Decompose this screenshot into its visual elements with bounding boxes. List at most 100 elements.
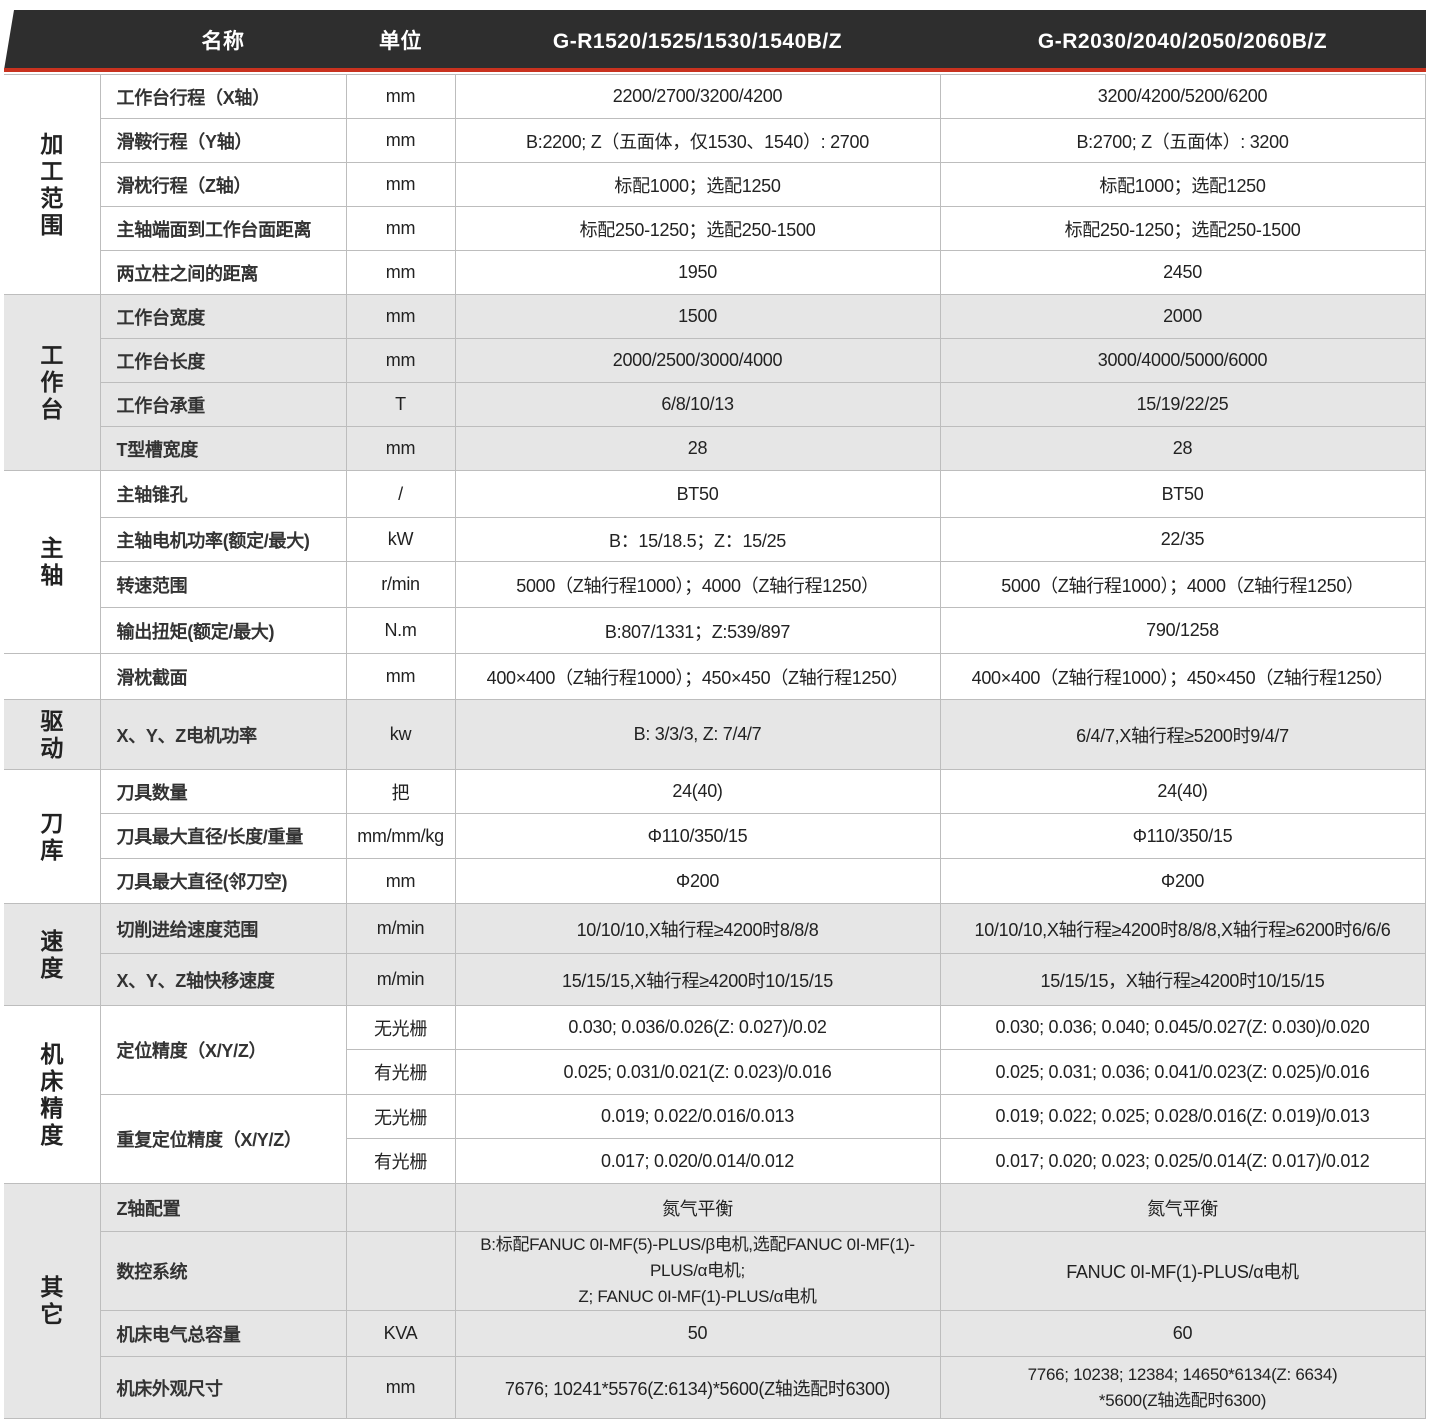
value-model-1: 15/15/15,X轴行程≥4200时10/15/15	[454, 953, 941, 1006]
spec-unit: KVA	[345, 1310, 456, 1357]
header-model-2: G-R2030/2040/2050/2060B/Z	[1037, 30, 1328, 53]
spec-unit	[345, 1231, 456, 1311]
value-model-1: BT50	[454, 470, 941, 518]
group-cell: 主轴	[4, 470, 101, 654]
group-cell: 驱动	[4, 699, 101, 770]
header-model-1: G-R1520/1525/1530/1540B/Z	[552, 30, 843, 53]
spec-unit: m/min	[345, 903, 456, 954]
value-model-2: 60	[939, 1310, 1426, 1357]
table-row: T型槽宽度 mm 28 28	[4, 426, 1426, 471]
spec-unit: 有光栅	[345, 1049, 456, 1095]
table-row: 主轴 主轴锥孔 / BT50 BT50	[4, 470, 1426, 654]
value-model-2: 2450	[939, 250, 1426, 295]
value-model-2: 790/1258	[939, 607, 1426, 654]
group-cell	[4, 653, 101, 700]
value-model-1: B:807/1331；Z:539/897	[454, 607, 941, 654]
header-unit: 单位	[379, 30, 422, 53]
spec-name: 转速范围	[99, 561, 347, 608]
value-model-2: BT50	[939, 470, 1426, 518]
value-model-1: B:2200; Z（五面体，仅1530、1540）: 2700	[454, 118, 941, 163]
table-row: 驱动 X、Y、Z电机功率 kw B: 3/3/3, Z: 7/4/7 6/4/7,X轴行…	[4, 699, 1426, 770]
value-model-1: 标配250-1250；选配250-1500	[454, 206, 941, 251]
table-row: 机床电气总容量 KVA 50 60	[4, 1310, 1426, 1357]
spec-name: 刀具数量	[99, 769, 347, 814]
spec-unit: r/min	[345, 561, 456, 608]
spec-name: 工作台宽度	[99, 294, 347, 339]
spec-unit: mm	[345, 653, 456, 700]
spec-unit: mm	[345, 74, 456, 119]
value-model-2: 7766; 10238; 12384; 14650*6134(Z: 6634) *…	[939, 1356, 1426, 1419]
spec-name: 滑枕行程（Z轴）	[99, 162, 347, 207]
spec-unit: mm	[345, 858, 456, 904]
value-model-2: B:2700; Z（五面体）: 3200	[939, 118, 1426, 163]
value-model-1: B: 3/3/3, Z: 7/4/7	[454, 699, 941, 770]
table-row: 有光栅 0.017; 0.020/0.014/0.012 0.017; 0.020;…	[4, 1138, 1426, 1184]
spec-name: T型槽宽度	[99, 426, 347, 471]
spec-unit: mm	[345, 294, 456, 339]
value-model-2: 5000（Z轴行程1000）；4000（Z轴行程1250）	[939, 561, 1426, 608]
table-row: 主轴电机功率(额定/最大) kW B：15/18.5；Z：15/25 22/35	[4, 517, 1426, 562]
value-model-2: 标配250-1250；选配250-1500	[939, 206, 1426, 251]
spec-unit: mm	[345, 206, 456, 251]
spec-table: 加工范围 工作台行程（X轴） mm 2200/2700/3200/4200 3200/4…	[4, 74, 1426, 1419]
value-model-2: 15/19/22/25	[939, 382, 1426, 427]
group-label: 加工范围	[40, 130, 64, 238]
spec-unit: T	[345, 382, 456, 427]
value-model-1: 0.017; 0.020/0.014/0.012	[454, 1138, 941, 1184]
table-row: 机床精度 定位精度（X/Y/Z） 无光栅 0.030; 0.036/0.026(Z: …	[4, 1005, 1426, 1184]
group-cell: 其它	[4, 1183, 101, 1419]
value-model-1: 10/10/10,X轴行程≥4200时8/8/8	[454, 903, 941, 954]
value-model-2: 0.030; 0.036; 0.040; 0.045/0.027(Z: 0.03…	[939, 1005, 1426, 1050]
value-model-1: 5000（Z轴行程1000）；4000（Z轴行程1250）	[454, 561, 941, 608]
value-model-1: 0.030; 0.036/0.026(Z: 0.027)/0.02	[454, 1005, 941, 1050]
group-label: 刀库	[40, 809, 64, 863]
spec-unit: 无光栅	[345, 1005, 456, 1050]
value-model-1: 氮气平衡	[454, 1183, 941, 1232]
value-model-1: 50	[454, 1310, 941, 1357]
value-model-1: B:标配FANUC 0I-MF(5)-PLUS/β电机,选配FANUC 0I-M…	[454, 1231, 941, 1311]
value-model-1: 1950	[454, 250, 941, 295]
value-model-1: 400×400（Z轴行程1000）；450×450（Z轴行程1250）	[454, 653, 941, 700]
table-row: 刀具最大直径/长度/重量 mm/mm/kg Φ110/350/15 Φ110/350/…	[4, 813, 1426, 859]
spec-unit: kW	[345, 517, 456, 562]
spec-unit	[345, 1183, 456, 1232]
value-model-1: 6/8/10/13	[454, 382, 941, 427]
group-cell: 刀库	[4, 769, 101, 904]
group-cell: 加工范围	[4, 74, 101, 295]
group-cell: 机床精度	[4, 1005, 101, 1184]
group-label: 主轴	[40, 535, 64, 588]
group-label: 工作台	[40, 342, 64, 422]
table-row: 主轴端面到工作台面距离 mm 标配250-1250；选配250-1500 标配250-…	[4, 206, 1426, 251]
value-model-2: 400×400（Z轴行程1000）；450×450（Z轴行程1250）	[939, 653, 1426, 700]
value-model-2: 标配1000；选配1250	[939, 162, 1426, 207]
spec-name: 定位精度（X/Y/Z）	[99, 1005, 347, 1095]
value-model-1: 0.025; 0.031/0.021(Z: 0.023)/0.016	[454, 1049, 941, 1095]
value-model-2: 氮气平衡	[939, 1183, 1426, 1232]
spec-name: 数控系统	[99, 1231, 347, 1311]
value-model-2: Φ110/350/15	[939, 813, 1426, 859]
spec-name: 滑鞍行程（Y轴）	[99, 118, 347, 163]
table-row: 机床外观尺寸 mm 7676; 10241*5576(Z:6134)*5600(Z轴…	[4, 1356, 1426, 1419]
value-model-1: 24(40)	[454, 769, 941, 814]
group-cell: 工作台	[4, 294, 101, 471]
spec-unit: N.m	[345, 607, 456, 654]
spec-unit: kw	[345, 699, 456, 770]
spec-name: 两立柱之间的距离	[99, 250, 347, 295]
spec-name: Z轴配置	[99, 1183, 347, 1232]
value-model-2: 0.019; 0.022; 0.025; 0.028/0.016(Z: 0.01…	[939, 1094, 1426, 1139]
table-row: 滑枕行程（Z轴） mm 标配1000；选配1250 标配1000；选配1250	[4, 162, 1426, 207]
table-row: 加工范围 工作台行程（X轴） mm 2200/2700/3200/4200 3200/4…	[4, 74, 1426, 295]
spec-name: 重复定位精度（X/Y/Z）	[99, 1094, 347, 1184]
value-model-2: 15/15/15，X轴行程≥4200时10/15/15	[939, 953, 1426, 1006]
table-header-bar	[4, 10, 1426, 70]
table-row: 两立柱之间的距离 mm 1950 2450	[4, 250, 1426, 295]
spec-name: 机床电气总容量	[99, 1310, 347, 1357]
spec-name: 主轴电机功率(额定/最大)	[99, 517, 347, 562]
spec-name: 刀具最大直径(邻刀空)	[99, 858, 347, 904]
table-row: 速度 切削进给速度范围 m/min 10/10/10,X轴行程≥4200时8/8/8 1…	[4, 903, 1426, 1006]
spec-name: X、Y、Z轴快移速度	[99, 953, 347, 1006]
spec-unit: mm	[345, 118, 456, 163]
value-model-1: 标配1000；选配1250	[454, 162, 941, 207]
table-row: 滑枕截面 mm 400×400（Z轴行程1000）；450×450（Z轴行程1250…	[4, 653, 1426, 700]
value-model-1: 7676; 10241*5576(Z:6134)*5600(Z轴选配时6300)	[454, 1356, 941, 1419]
